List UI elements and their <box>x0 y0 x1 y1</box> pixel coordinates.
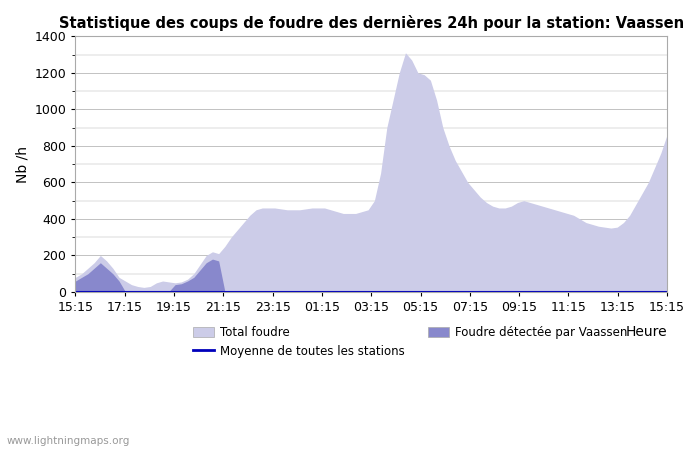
Title: Statistique des coups de foudre des dernières 24h pour la station: Vaassen: Statistique des coups de foudre des dern… <box>59 15 684 31</box>
Legend: Total foudre, Moyenne de toutes les stations, Foudre détectée par Vaassen: Total foudre, Moyenne de toutes les stat… <box>188 321 632 363</box>
Y-axis label: Nb /h: Nb /h <box>15 146 29 183</box>
Text: Heure: Heure <box>625 325 667 339</box>
Text: www.lightningmaps.org: www.lightningmaps.org <box>7 436 130 446</box>
